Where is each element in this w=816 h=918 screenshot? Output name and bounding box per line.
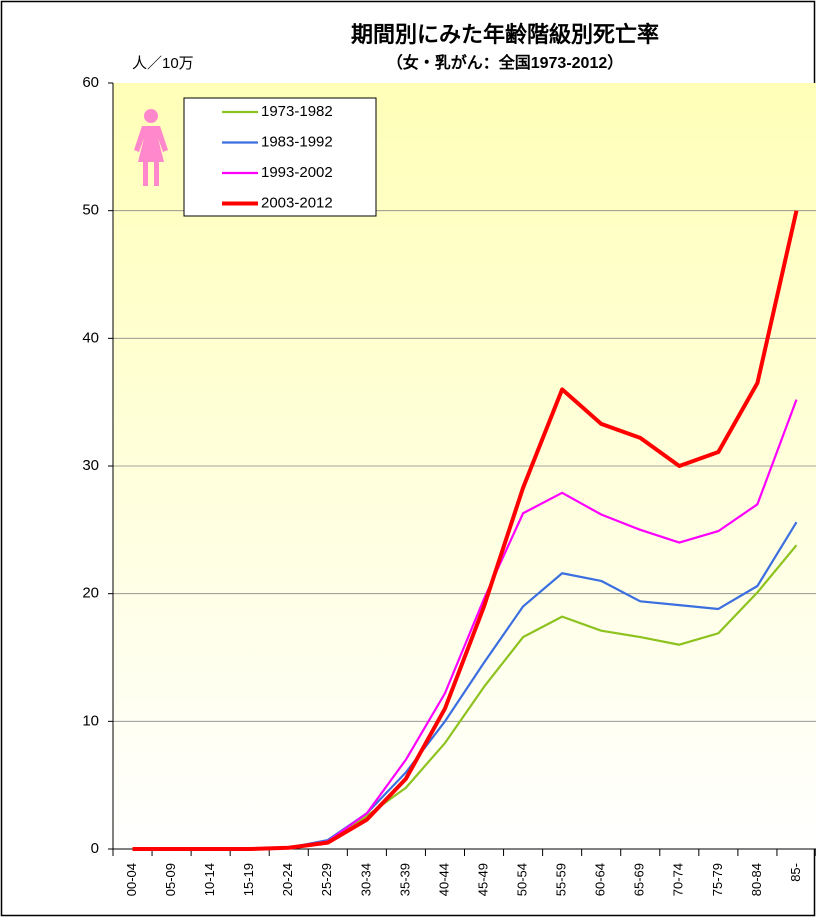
x-tick-label: 70-74 — [671, 863, 686, 896]
x-tick-label: 65-69 — [632, 863, 647, 896]
legend-label: 2003-2012 — [261, 194, 333, 211]
x-tick-label: 00-04 — [124, 863, 139, 896]
x-tick-label: 30-34 — [358, 863, 373, 896]
x-tick-label: 20-24 — [280, 863, 295, 896]
x-tick-label: 25-29 — [319, 863, 334, 896]
legend-label: 1983-1992 — [261, 133, 333, 150]
series-line — [132, 210, 799, 851]
legend-label: 1973-1982 — [261, 103, 333, 120]
x-tick-label: 60-64 — [593, 863, 608, 896]
x-tick-label: 50-54 — [515, 863, 530, 896]
y-tick-label: 10 — [82, 712, 99, 729]
x-tick-label: 05-09 — [163, 863, 178, 896]
x-tick-label: 10-14 — [202, 863, 217, 896]
x-tick-label: 85- — [788, 863, 803, 882]
x-tick-label: 80-84 — [749, 863, 764, 896]
x-tick-label: 35-39 — [397, 863, 412, 896]
y-tick-label: 20 — [82, 585, 99, 602]
x-tick-label: 45-49 — [475, 863, 490, 896]
y-tick-label: 50 — [82, 202, 99, 219]
y-axis-label: 人／10万 — [132, 55, 194, 72]
y-tick-label: 60 — [82, 74, 99, 91]
x-tick-label: 75-79 — [710, 863, 725, 896]
y-tick-label: 40 — [82, 329, 99, 346]
woman-icon — [134, 109, 168, 186]
chart-title: 期間別にみた年齢階級別死亡率 — [351, 22, 659, 47]
y-tick-label: 0 — [91, 840, 99, 857]
x-tick-label: 40-44 — [436, 863, 451, 896]
x-tick-label: 15-19 — [241, 863, 256, 896]
x-tick-label: 55-59 — [554, 863, 569, 896]
y-tick-label: 30 — [82, 457, 99, 474]
legend-box — [183, 97, 377, 217]
legend-label: 1993-2002 — [261, 164, 333, 181]
chart-subtitle: （女・乳がん：全国1973-2012） — [387, 53, 624, 72]
